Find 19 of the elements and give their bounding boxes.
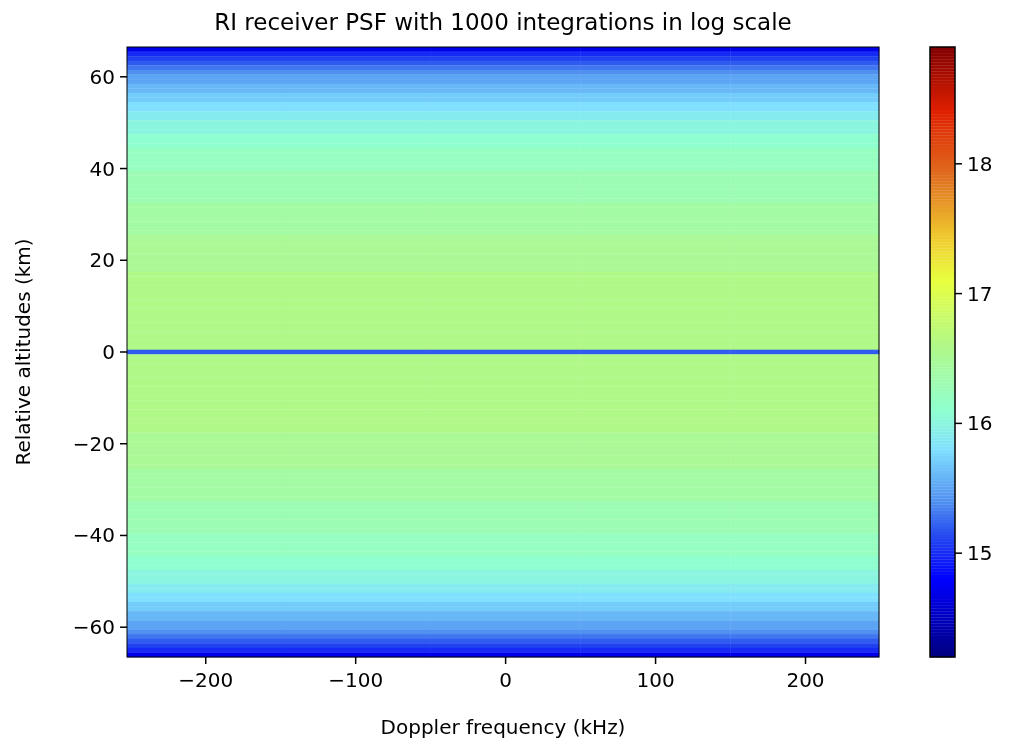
x-tick-label: −200 xyxy=(178,668,234,692)
color-bar-label: 18 xyxy=(967,151,993,176)
x-axis-title: Doppler frequency (kHz) xyxy=(380,715,626,739)
y-tick-label: 40 xyxy=(89,156,115,181)
y-tick-label: 60 xyxy=(89,64,115,89)
y-tick-label: −60 xyxy=(72,615,115,640)
x-tick-label: 0 xyxy=(499,668,512,692)
x-tick-label: 100 xyxy=(636,668,675,692)
y-tick-label: 0 xyxy=(102,340,115,364)
y-tick-label: −40 xyxy=(72,523,115,548)
y-tick-label: 20 xyxy=(89,248,115,273)
color-bar-label: 17 xyxy=(967,281,993,306)
y-tick-label: −20 xyxy=(72,431,115,456)
chart-title: RI receiver PSF with 1000 integrations in log scale xyxy=(214,9,792,35)
y-axis-title: Relative altitudes (km) xyxy=(11,238,35,466)
x-tick-label: −100 xyxy=(328,668,384,692)
color-bar-label: 16 xyxy=(967,411,993,436)
color-bar-label: 15 xyxy=(967,541,993,566)
x-tick-label: 200 xyxy=(786,668,825,692)
